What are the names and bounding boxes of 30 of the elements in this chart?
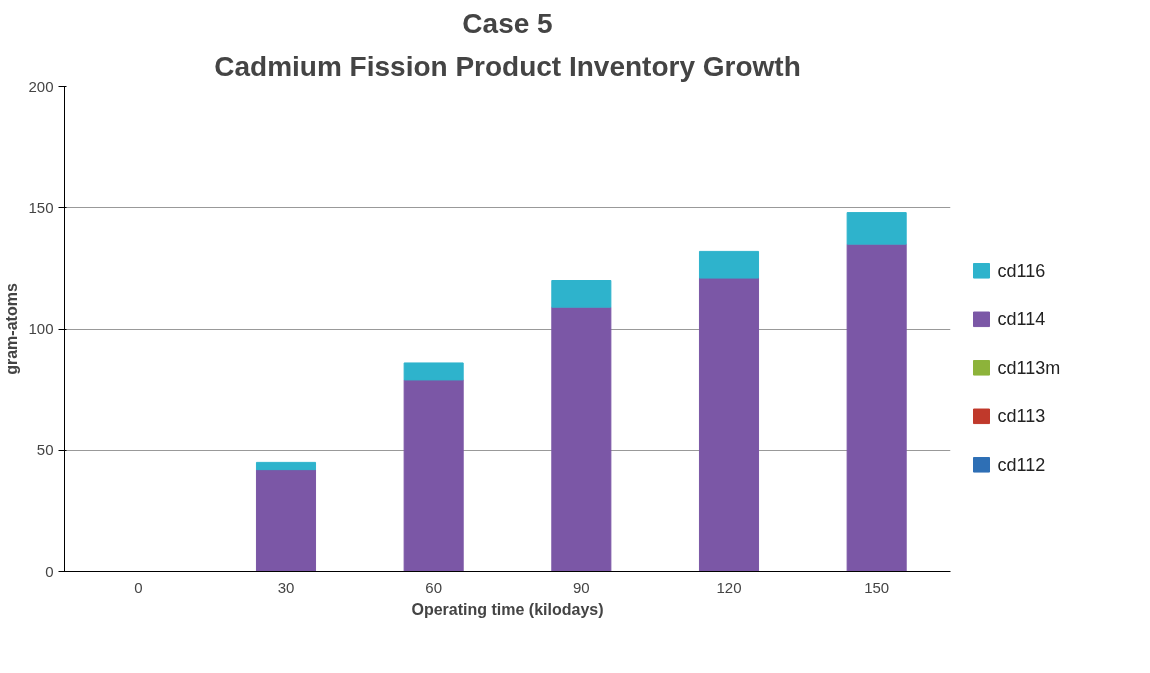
x-tick-label: 60 — [425, 578, 443, 596]
y-tick-label: 50 — [36, 441, 54, 459]
legend-label: cd113 — [997, 406, 1046, 427]
legend-label: cd114 — [997, 309, 1046, 330]
bar — [551, 306, 612, 572]
legend-label: cd116 — [997, 260, 1046, 281]
bar — [846, 243, 907, 572]
y-tick-label: 150 — [28, 198, 54, 216]
bar — [403, 379, 464, 572]
bar — [255, 469, 317, 572]
bar — [698, 277, 760, 572]
y-tick-label: 200 — [28, 77, 54, 95]
x-tick-label: 90 — [572, 578, 590, 596]
x-tick-label: 150 — [864, 578, 890, 596]
x-tick-label: 120 — [716, 578, 742, 596]
bar — [846, 212, 907, 245]
chart-title: Case 5 — [462, 7, 553, 39]
y-tick-label: 100 — [28, 320, 54, 337]
legend-label: cd112 — [997, 454, 1046, 475]
x-tick-label: 0 — [134, 578, 143, 596]
x-axis-title: Operating time (kilodays) — [411, 600, 604, 618]
legend-label: cd113m — [997, 357, 1061, 378]
x-tick-label: 30 — [277, 578, 295, 596]
bar — [255, 461, 317, 471]
bar — [551, 280, 612, 308]
bar — [698, 250, 760, 279]
y-axis-title: gram-atoms — [3, 283, 21, 375]
bar — [403, 362, 464, 381]
y-tick-label: 0 — [45, 562, 54, 580]
chart-subtitle: Cadmium Fission Product Inventory Growth — [214, 50, 801, 82]
